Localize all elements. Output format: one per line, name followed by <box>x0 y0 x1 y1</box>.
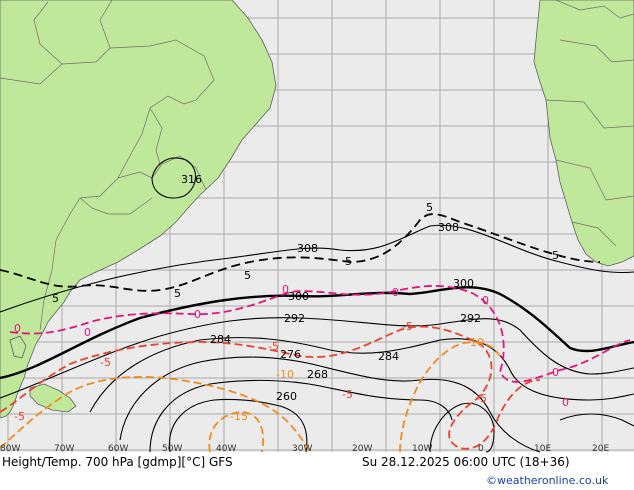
lon-label: 50W <box>162 444 182 454</box>
height-labels: 316 308 308 300 300 292 292 284 284 276 … <box>181 173 481 403</box>
lon-label: 60W <box>108 444 128 454</box>
height-label: 284 <box>378 350 399 363</box>
lon-label: 10W <box>412 444 432 454</box>
temp-label: -5 <box>100 356 111 369</box>
temp-label: -10 <box>466 336 484 349</box>
temp-label: -15 <box>230 410 248 423</box>
height-label: 308 <box>438 221 459 234</box>
temp-label: -5 <box>476 392 487 405</box>
height-label: 292 <box>284 312 305 325</box>
contour-276 <box>119 356 541 453</box>
isotherm-zero <box>9 285 631 383</box>
longitude-labels: 80W 70W 60W 50W 40W 30W 20W 10W 0 10E 20… <box>0 444 609 454</box>
lon-label: 40W <box>216 444 236 454</box>
height-label: 268 <box>307 368 328 381</box>
height-label: 308 <box>297 242 318 255</box>
temp-label: 5 <box>552 249 559 262</box>
temp-label: 5 <box>345 255 352 268</box>
contour-316 <box>151 157 197 199</box>
lon-label: 80W <box>0 444 20 454</box>
height-label: 316 <box>181 173 202 186</box>
lon-label: 30W <box>292 444 312 454</box>
temp-label: -5 <box>402 320 413 333</box>
credit-link[interactable]: ©weatheronline.co.uk <box>486 474 609 487</box>
temp-label: -10 <box>276 368 294 381</box>
contour-268 <box>149 379 453 453</box>
lon-label: 10E <box>534 444 551 454</box>
contour-high-east <box>559 413 634 427</box>
temperature-labels: 5 5 5 5 5 5 0 0 0 0 0 0 0 0 -5 -5 -5 -5 … <box>14 201 569 423</box>
temp-label: -5 <box>14 410 25 423</box>
chile-islands <box>9 335 27 359</box>
temp-label: -5 <box>342 388 353 401</box>
temperature-isotherms <box>0 213 631 453</box>
contour-292 <box>0 317 634 399</box>
temp-label: 0 <box>14 322 21 335</box>
south-america-landmass <box>0 0 277 419</box>
lon-label: 20W <box>352 444 372 454</box>
lon-label: 20E <box>592 444 609 454</box>
temp-label: 5 <box>174 287 181 300</box>
contour-low-south <box>429 402 495 453</box>
temp-label: 0 <box>482 294 489 307</box>
height-label: 260 <box>276 390 297 403</box>
height-label: 292 <box>460 312 481 325</box>
contour-308 <box>0 224 634 313</box>
temp-label: 5 <box>52 292 59 305</box>
lon-label: 0 <box>478 444 484 454</box>
height-label: 284 <box>210 333 231 346</box>
map-title: Height/Temp. 700 hPa [gdmp][°C] GFS <box>2 455 233 469</box>
map-valid-time: Su 28.12.2025 06:00 UTC (18+36) <box>362 455 570 469</box>
country-borders-africa <box>545 0 634 247</box>
isotherm-neg5 <box>0 325 541 450</box>
isotherm-pos5 <box>0 213 601 292</box>
height-label: 300 <box>453 277 474 290</box>
temp-label: -5 <box>268 340 279 353</box>
tierra-del-fuego <box>29 383 77 413</box>
temp-label: 0 <box>392 286 399 299</box>
temp-label: 0 <box>552 366 559 379</box>
isotherm-neg15 <box>208 411 264 453</box>
temp-label: 5 <box>244 269 251 282</box>
temp-label: 0 <box>194 308 201 321</box>
isotherm-neg10 <box>0 341 501 453</box>
height-label: 300 <box>288 290 309 303</box>
temp-label: 0 <box>282 283 289 296</box>
temp-label: 0 <box>84 326 91 339</box>
lon-label: 70W <box>54 444 74 454</box>
country-borders-south-america <box>0 0 215 331</box>
temp-label: 0 <box>562 396 569 409</box>
temp-label: 5 <box>426 201 433 214</box>
contour-260 <box>168 398 308 453</box>
height-label: 276 <box>280 348 301 361</box>
